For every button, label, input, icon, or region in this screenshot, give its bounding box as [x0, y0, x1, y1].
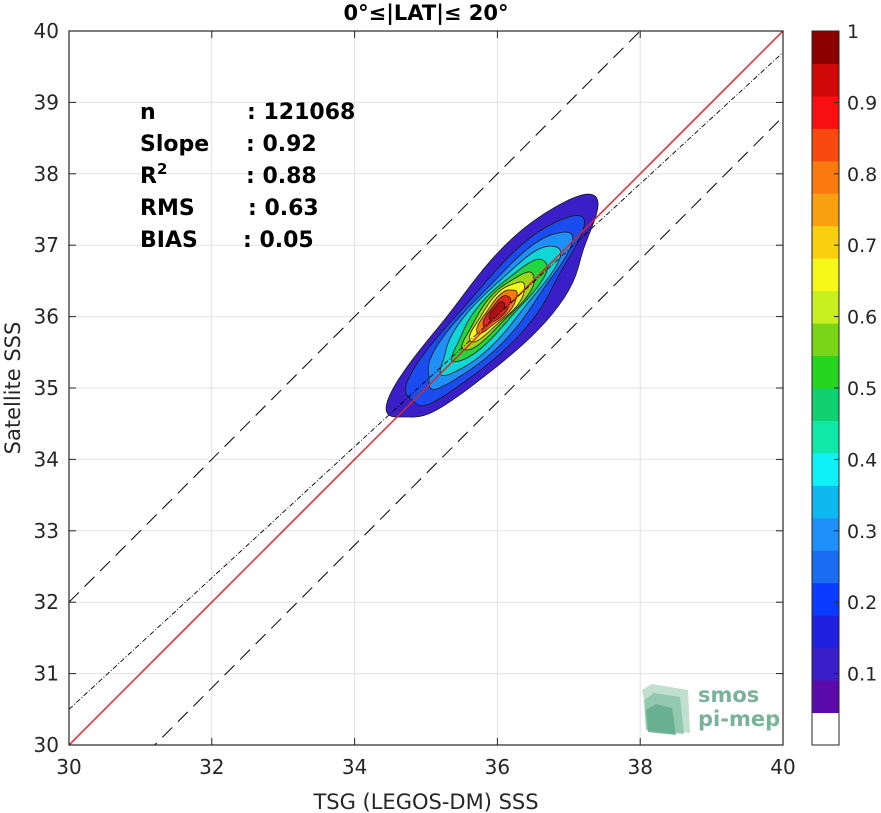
y-tick-label: 37	[34, 233, 59, 257]
colorbar-segment	[812, 485, 839, 519]
y-tick-label: 34	[34, 447, 59, 471]
chart-title: 0°≤|LAT|≤ 20°	[343, 1, 508, 26]
colorbar-segment	[812, 31, 839, 64]
y-tick-label: 36	[34, 305, 59, 329]
stat-name-rms: RMS	[140, 196, 195, 221]
colorbar-segment	[812, 355, 839, 389]
colorbar-tick-label: 0.5	[847, 378, 877, 400]
colorbar-tick-label: 0.3	[847, 521, 877, 543]
colorbar-segment	[812, 615, 839, 649]
reference-lines	[69, 31, 783, 745]
colorbar-tick-label: 0.8	[847, 164, 877, 186]
colorbar-segment	[812, 128, 839, 162]
colorbar-tick-label: 0.1	[847, 664, 877, 686]
colorbar-segment	[812, 63, 839, 97]
y-tick-label: 40	[34, 19, 59, 43]
logo-wave-front	[646, 704, 676, 735]
lower-bound-line	[153, 116, 783, 745]
colorbar-tick-label: 0.7	[847, 235, 877, 257]
stat-value-rms: : 0.63	[248, 196, 319, 221]
stat-name-n: n	[140, 100, 156, 125]
colorbar-segment	[812, 712, 839, 746]
colorbar-segment	[812, 647, 839, 681]
x-tick-label: 38	[627, 755, 652, 779]
colorbar-segment	[812, 388, 839, 421]
colorbar-segment	[812, 582, 839, 616]
y-tick-label: 33	[34, 519, 59, 543]
y-axis-label: Satellite SSS	[1, 322, 25, 455]
x-tick-label: 32	[199, 755, 224, 779]
colorbar-segment	[812, 517, 839, 551]
colorbar-segment	[812, 680, 839, 714]
colorbar: 0.1 0.2 0.3 0.4 0.5 0.6 0.7 0.8 0.9 1	[811, 21, 877, 746]
y-tick-label: 39	[34, 90, 59, 114]
colorbar-segment	[812, 193, 839, 227]
stat-name-bias: BIAS	[140, 228, 198, 253]
colorbar-tick-label: 0.6	[847, 307, 877, 329]
identity-line	[69, 31, 783, 745]
y-tick-label: 30	[34, 733, 59, 757]
stat-name-r: R2	[140, 160, 167, 189]
y-tick-label: 31	[34, 662, 59, 686]
y-tick-label: 38	[34, 162, 59, 186]
colorbar-segment	[812, 160, 839, 194]
stat-value-slope: : 0.92	[246, 132, 317, 157]
stat-superscript: 2	[157, 160, 167, 178]
x-tick-label: 34	[342, 755, 367, 779]
colorbar-segment	[812, 225, 839, 259]
logo-text-smos: smos	[698, 683, 759, 707]
stat-value-bias: : 0.05	[243, 228, 314, 253]
colorbar-tick-label: 1	[847, 21, 859, 43]
y-tick-label: 32	[34, 590, 59, 614]
colorbar-segment	[812, 323, 839, 357]
x-tick-label: 40	[770, 755, 795, 779]
colorbar-segment	[812, 258, 839, 292]
grid	[68, 30, 784, 746]
colorbar-segment	[812, 452, 839, 486]
colorbar-segment	[812, 290, 839, 324]
colorbar-tick-label: 0.4	[847, 449, 877, 471]
stat-name-slope: Slope	[140, 132, 209, 157]
colorbar-segment	[812, 420, 839, 454]
x-axis-ticks: 30 32 34 36 38 40	[56, 31, 796, 779]
x-tick-label: 30	[56, 755, 81, 779]
colorbar-segment	[812, 95, 839, 129]
colorbar-tick-label: 0.9	[847, 92, 877, 114]
colorbar-tick-label: 0.2	[847, 592, 877, 614]
regression-line	[69, 52, 783, 710]
statistics-block: n : 121068 Slope : 0.92 R2 : 0.88 RMS : 0.63 BIA…	[140, 100, 355, 253]
x-axis-label: TSG (LEGOS-DM) SSS	[312, 790, 538, 813]
logo-text-pimep: pi-mep	[698, 707, 780, 731]
smos-pi-mep-logo: smos pi-mep	[642, 683, 780, 735]
colorbar-segment	[812, 550, 839, 584]
y-axis-ticks: 30 31 32 33 34 35 36 37 38 39 40	[34, 19, 783, 757]
y-tick-label: 35	[34, 376, 59, 400]
stat-value-r: : 0.88	[246, 164, 317, 189]
x-tick-label: 36	[485, 755, 510, 779]
stat-value-n: : 121068	[247, 100, 355, 125]
